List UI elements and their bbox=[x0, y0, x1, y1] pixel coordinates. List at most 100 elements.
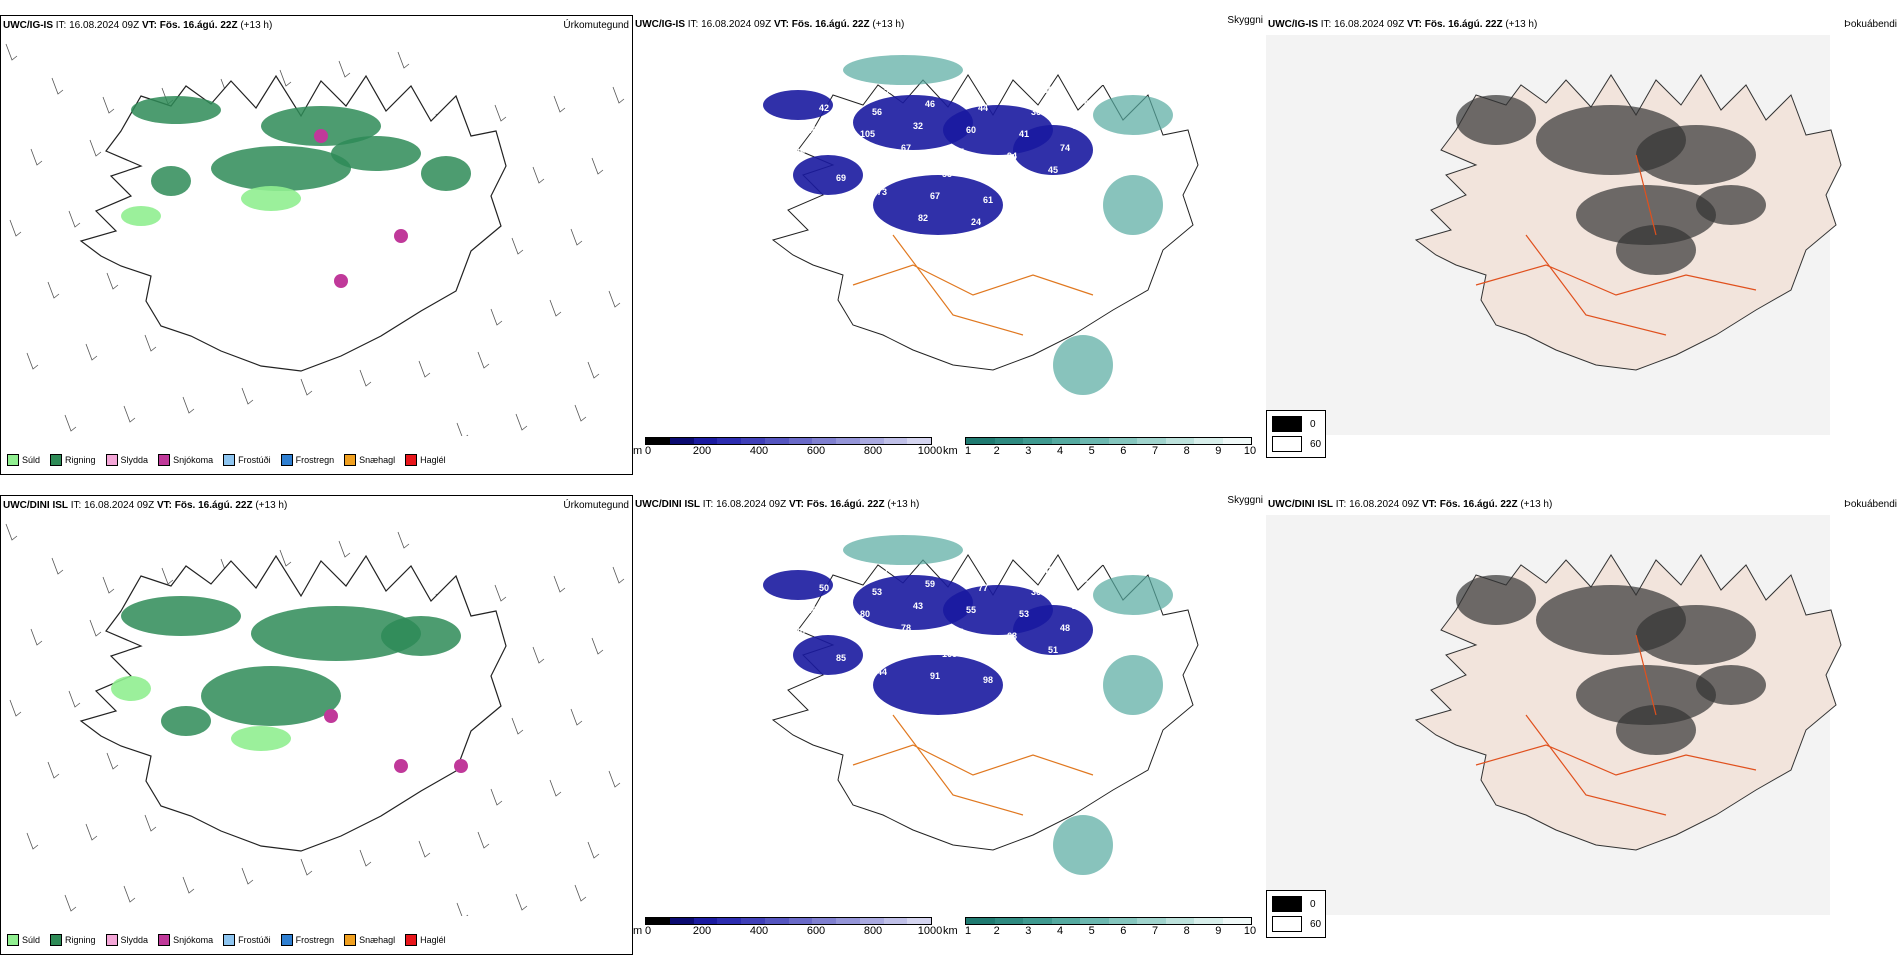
ceiling-value-label: 49 bbox=[831, 561, 841, 571]
wind-barb bbox=[511, 237, 524, 255]
legend-swatch bbox=[405, 454, 418, 466]
ceiling-value-label: 38 bbox=[1084, 579, 1094, 589]
wind-barb bbox=[587, 361, 600, 379]
rain-area bbox=[251, 606, 421, 661]
ceiling-value-label: 165 bbox=[942, 649, 957, 659]
colorbar-tick: 3 bbox=[1025, 925, 1032, 937]
wind-barb bbox=[418, 840, 431, 858]
ceiling-value-label: 250 bbox=[1072, 601, 1087, 611]
wind-barb bbox=[397, 51, 410, 69]
precip-map bbox=[5, 43, 625, 436]
ceiling-value-label: 46 bbox=[925, 99, 935, 109]
ceiling-value-label: 40 bbox=[1036, 187, 1046, 197]
ceiling-colorbar: m 0 200 400 600 800 1000 bbox=[633, 917, 943, 947]
ceiling-value-label: 42 bbox=[819, 103, 829, 113]
wind-barb bbox=[68, 210, 81, 228]
legend-label: Snæhagl bbox=[359, 455, 396, 465]
legend-item: Slydda bbox=[105, 934, 148, 946]
ceiling-value-label: 52 bbox=[884, 85, 894, 95]
ceiling-value-label: 80 bbox=[860, 609, 870, 619]
visibility-map: 56 49 71 45 80 43 65 50 53 59 77 36 38 40 80 43 55 53 250 7… bbox=[763, 535, 1199, 875]
low-ceiling-area bbox=[1013, 605, 1093, 655]
wind-barb bbox=[477, 831, 490, 849]
ceiling-value-label: 67 bbox=[930, 191, 940, 201]
fog-area bbox=[1576, 665, 1716, 725]
fog-area bbox=[1456, 575, 1536, 625]
road-network bbox=[852, 714, 1094, 816]
wind-barb bbox=[5, 523, 18, 541]
ceiling-value-label: 43 bbox=[913, 601, 923, 611]
ceiling-value-label: 45 bbox=[1048, 165, 1058, 175]
fog-legend-black bbox=[1272, 896, 1302, 912]
ceiling-value-label: 60 bbox=[1043, 85, 1053, 95]
panel-label: Úrkomutegund bbox=[563, 20, 629, 31]
ceiling-value-label: 103 bbox=[889, 165, 904, 175]
wind-barb bbox=[608, 770, 621, 788]
wind-barb bbox=[570, 228, 583, 246]
colorbar-tick: 1000 bbox=[917, 445, 943, 457]
snow-area bbox=[324, 709, 338, 723]
wind-barb bbox=[123, 405, 136, 423]
ceiling-value-label: 133 bbox=[1077, 213, 1092, 223]
ceiling-value-label: 98 bbox=[983, 675, 993, 685]
wind-barb bbox=[102, 576, 115, 594]
ceiling-value-label: 85 bbox=[836, 653, 846, 663]
ceiling-value-label: 44 bbox=[877, 667, 887, 677]
wind-barb bbox=[570, 708, 583, 726]
legend-label: Súld bbox=[22, 935, 41, 945]
ceiling-value-label: 53 bbox=[1019, 609, 1029, 619]
ceiling-value-label: 63 bbox=[1007, 631, 1017, 641]
legend-label: Frostúði bbox=[238, 935, 271, 945]
wind-barb bbox=[68, 690, 81, 708]
rain-area bbox=[161, 706, 211, 736]
visibility-colorbar: km 1 2 3 4 5 6 7 8 9 10 bbox=[943, 437, 1256, 467]
wind-barb bbox=[182, 876, 195, 894]
wind-barb bbox=[241, 387, 254, 405]
colorbar-tick: 800 bbox=[863, 925, 883, 937]
legend-label: Rigning bbox=[65, 455, 96, 465]
ceiling-value-label: 65 bbox=[1096, 557, 1106, 567]
ceiling-value-label: 38 bbox=[1101, 169, 1111, 179]
colorbar-tick: 600 bbox=[806, 925, 826, 937]
rain-area bbox=[131, 96, 221, 124]
ceiling-value-label: 38 bbox=[824, 675, 834, 685]
fog-legend: 0 60 bbox=[1266, 890, 1326, 938]
ceiling-value-label: 36 bbox=[1031, 587, 1041, 597]
low-visibility-area bbox=[1053, 815, 1113, 875]
legend-item: Haglél bbox=[405, 454, 446, 466]
colorbar-tick: 5 bbox=[1088, 925, 1095, 937]
wind-barb bbox=[64, 894, 77, 912]
wind-barb bbox=[549, 779, 562, 797]
wind-barb bbox=[553, 95, 566, 113]
wind-barb bbox=[608, 290, 621, 308]
ceiling-value-label: 78 bbox=[901, 623, 911, 633]
legend-label: Rigning bbox=[65, 935, 96, 945]
wind-barb bbox=[574, 404, 587, 422]
colorbar-tick: 6 bbox=[1120, 925, 1127, 937]
ceiling-value-label: 82 bbox=[918, 213, 928, 223]
legend-label: Frostregn bbox=[295, 455, 335, 465]
ceiling-value-label: 40 bbox=[807, 605, 817, 615]
ceiling-value-label: 45 bbox=[937, 557, 947, 567]
wind-barb bbox=[9, 219, 22, 237]
wind-barb bbox=[587, 841, 600, 859]
wind-barb bbox=[477, 351, 490, 369]
drizzle-area bbox=[121, 206, 161, 226]
fog-area bbox=[1616, 705, 1696, 755]
visibility-map: 87 50 52 40 59 60 71 42 56 46 44 36 52 46 105 32 60 41 65 3… bbox=[763, 55, 1199, 395]
wind-barb bbox=[456, 902, 469, 916]
low-ceiling-area bbox=[873, 655, 1003, 715]
wind-barb bbox=[397, 531, 410, 549]
rain-area bbox=[151, 166, 191, 196]
ceiling-value-label: 74 bbox=[1060, 143, 1070, 153]
wind-barb bbox=[47, 761, 60, 779]
ceiling-value-label: 44 bbox=[978, 103, 988, 113]
low-ceiling-area bbox=[1013, 125, 1093, 175]
wind-barb bbox=[338, 540, 351, 558]
wind-barb bbox=[591, 157, 604, 175]
legend-item: Snjókoma bbox=[158, 454, 213, 466]
fog-area bbox=[1576, 185, 1716, 245]
legend-label: Súld bbox=[22, 455, 41, 465]
panel-title: UWC/DINI ISL IT: 16.08.2024 09Z VT: Fös.… bbox=[1268, 499, 1553, 510]
rain-area bbox=[421, 156, 471, 191]
